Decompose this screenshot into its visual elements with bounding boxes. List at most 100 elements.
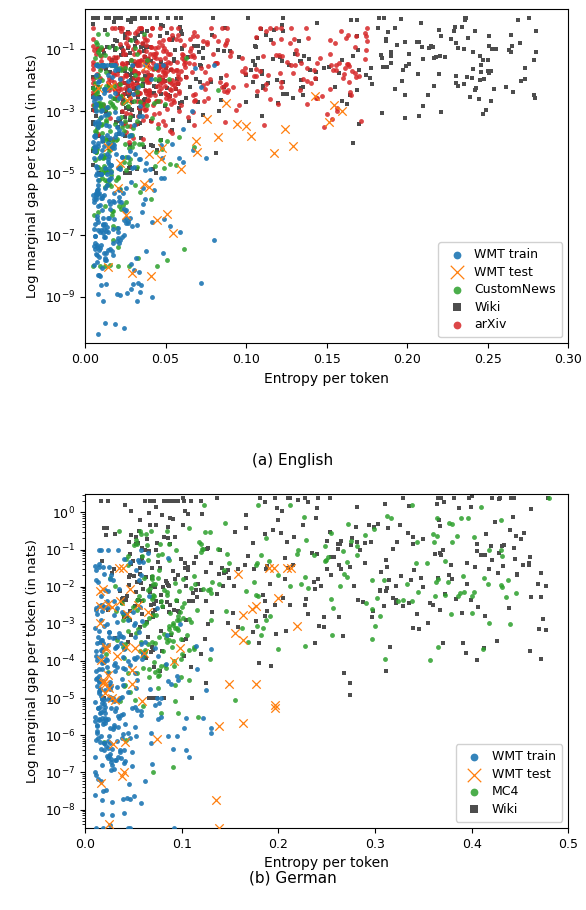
arXiv <box>345 75 354 89</box>
Wiki <box>101 11 110 25</box>
arXiv <box>135 45 144 59</box>
MC4 <box>251 588 260 602</box>
arXiv <box>154 84 163 98</box>
arXiv <box>285 35 295 50</box>
WMT train <box>96 597 105 612</box>
arXiv <box>175 72 185 86</box>
CustomNews <box>165 72 174 86</box>
Wiki <box>173 76 182 91</box>
Wiki <box>416 15 425 30</box>
arXiv <box>218 20 227 35</box>
Wiki <box>111 115 121 129</box>
Wiki <box>171 81 180 96</box>
Wiki <box>241 558 250 572</box>
MC4 <box>252 619 261 633</box>
arXiv <box>144 84 154 98</box>
CustomNews <box>124 140 133 155</box>
arXiv <box>190 93 199 107</box>
arXiv <box>128 131 138 146</box>
MC4 <box>454 589 463 603</box>
CustomNews <box>104 40 114 55</box>
WMT train <box>130 159 139 174</box>
Wiki <box>179 518 188 532</box>
Wiki <box>151 602 160 617</box>
arXiv <box>149 50 159 65</box>
MC4 <box>335 579 344 593</box>
Wiki <box>130 569 139 583</box>
Wiki <box>478 53 487 67</box>
Wiki <box>408 530 418 544</box>
arXiv <box>148 20 157 35</box>
WMT train <box>147 756 156 771</box>
Wiki <box>405 47 414 62</box>
Wiki <box>345 687 355 702</box>
Wiki <box>353 592 362 607</box>
WMT train <box>138 613 147 628</box>
Wiki <box>155 663 165 678</box>
WMT train <box>105 690 114 704</box>
Wiki <box>295 54 305 68</box>
arXiv <box>151 40 160 55</box>
MC4 <box>264 554 273 569</box>
Wiki <box>461 13 470 27</box>
WMT test <box>105 681 114 695</box>
WMT train <box>142 156 151 170</box>
MC4 <box>137 527 146 541</box>
Wiki <box>301 490 310 505</box>
arXiv <box>139 101 148 116</box>
WMT train <box>125 211 135 226</box>
arXiv <box>263 67 272 82</box>
Wiki <box>532 46 541 60</box>
arXiv <box>173 66 183 81</box>
MC4 <box>165 552 174 567</box>
WMT test <box>146 268 155 283</box>
WMT train <box>179 721 189 735</box>
MC4 <box>370 619 379 633</box>
WMT test <box>121 207 131 222</box>
arXiv <box>117 96 127 110</box>
arXiv <box>118 46 127 61</box>
WMT train <box>117 628 126 642</box>
Wiki <box>166 494 175 509</box>
WMT train <box>94 599 103 613</box>
Wiki <box>376 47 385 62</box>
MC4 <box>339 566 349 581</box>
arXiv <box>222 20 231 35</box>
WMT train <box>97 599 107 613</box>
CustomNews <box>134 136 144 151</box>
arXiv <box>155 58 165 73</box>
arXiv <box>130 71 139 86</box>
Wiki <box>122 82 132 96</box>
arXiv <box>157 59 166 74</box>
Wiki <box>125 33 135 47</box>
WMT train <box>139 647 148 662</box>
Wiki <box>278 75 287 89</box>
arXiv <box>212 56 221 70</box>
Wiki <box>124 56 133 70</box>
Wiki <box>156 624 166 639</box>
arXiv <box>173 20 183 35</box>
Wiki <box>129 553 138 568</box>
Wiki <box>149 660 159 674</box>
WMT train <box>90 129 100 144</box>
Wiki <box>144 691 154 705</box>
WMT test <box>145 180 154 195</box>
WMT test <box>252 599 261 613</box>
arXiv <box>196 61 205 76</box>
Wiki <box>135 106 145 120</box>
Wiki <box>451 68 460 83</box>
WMT train <box>94 542 104 557</box>
MC4 <box>430 535 439 550</box>
Wiki <box>139 140 149 155</box>
MC4 <box>159 627 168 642</box>
Wiki <box>143 69 152 84</box>
Wiki <box>304 495 313 510</box>
WMT train <box>121 203 131 217</box>
Wiki <box>298 88 308 103</box>
arXiv <box>276 20 285 35</box>
Wiki <box>234 562 243 577</box>
WMT train <box>105 242 115 257</box>
arXiv <box>121 68 131 83</box>
arXiv <box>311 91 321 106</box>
WMT train <box>98 673 108 688</box>
